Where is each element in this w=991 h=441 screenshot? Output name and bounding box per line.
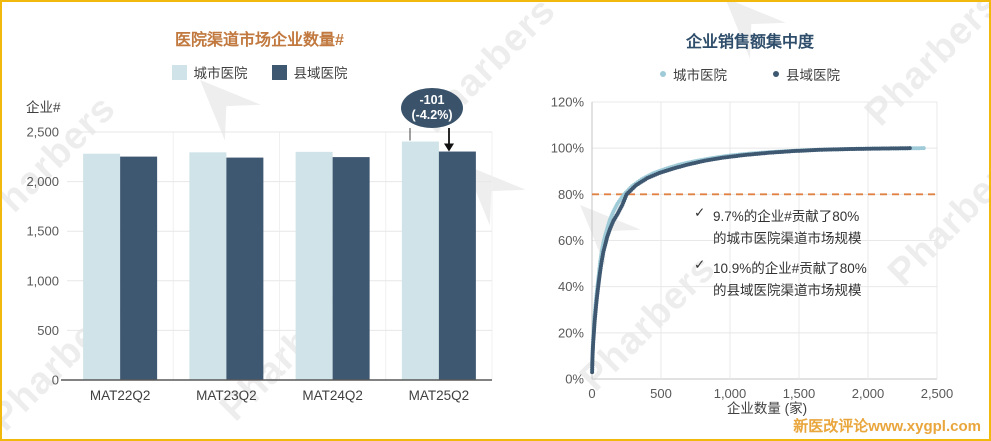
legend-label-city: 城市医院 (673, 68, 727, 83)
x-tick-label: 1,500 (783, 386, 816, 401)
x-tick-label: 2,000 (852, 386, 885, 401)
annotation-bubble: -101 (-4.2%) (401, 88, 463, 128)
y-tick-label: 500 (37, 323, 59, 338)
legend-swatch-city (171, 64, 187, 80)
scatter-x-axis-title: 企业数量 (家) (726, 401, 808, 416)
annotation-city-share: ✓ 9.7%的企业#贡献了80% 的城市医院渠道市场规模 (694, 205, 986, 247)
y-tick-label: 2,500 (26, 125, 59, 140)
annotation-county-share: ✓ 10.9%的企业#贡献了80% 的县域医院渠道市场规模 (694, 257, 986, 299)
annotation-line: 的县域医院渠道市场规模 (713, 283, 862, 298)
x-tick-label: 2,500 (921, 386, 954, 401)
scatter-chart-legend: 城市医院 县域医院 (507, 64, 989, 84)
y-tick-label: 40% (558, 279, 584, 294)
bar-县域医院-MAT25Q2 (438, 151, 476, 380)
bar-chart-y-axis-title: 企业# (26, 100, 61, 115)
y-tick-label: 60% (558, 233, 584, 248)
x-tick-label: MAT24Q2 (302, 388, 363, 403)
x-tick-label: 0 (588, 386, 595, 401)
y-tick-label: 0 (52, 373, 59, 388)
legend-dot-county (773, 71, 779, 77)
decrease-arrow-head (444, 143, 454, 152)
y-tick-label: 1,000 (26, 273, 59, 288)
bar-chart-title: 医院渠道市场企业数量# (175, 32, 344, 49)
legend-item-county: 县域医院 (773, 64, 840, 84)
data-dot (921, 146, 926, 151)
check-icon: ✓ (694, 205, 706, 220)
bar-县域医院-MAT23Q2 (226, 157, 264, 380)
bar-城市医院-MAT25Q2 (401, 141, 439, 380)
bar-城市医院-MAT23Q2 (189, 152, 227, 380)
bar-县域医院-MAT24Q2 (332, 157, 370, 380)
annotation-delta: -101 (419, 93, 445, 107)
y-tick-label: 100% (551, 141, 585, 156)
bar-县域医院-MAT22Q2 (120, 156, 158, 380)
scatter-chart-plot: 0% 20% 40% 60% 80% 100% 120% 0 500 1,000 1,500 2,00… (551, 95, 954, 402)
y-tick-label: 1,500 (26, 224, 59, 239)
x-tick-label: MAT25Q2 (409, 388, 470, 403)
bar-chart-legend: 城市医院 县域医院 (17, 62, 502, 82)
y-tick-label: 80% (558, 187, 584, 202)
bar-chart-plot: 0 500 1,000 1,500 2,000 2,500 MAT22Q2 MAT23Q2 MA… (26, 125, 493, 403)
annotation-pct: (-4.2%) (411, 108, 453, 122)
bar-城市医院-MAT22Q2 (83, 153, 121, 380)
legend-label-county: 县域医院 (293, 66, 348, 81)
x-tick-label: 1,000 (714, 386, 747, 401)
bar-城市医院-MAT24Q2 (295, 151, 333, 380)
x-tick-label: MAT22Q2 (90, 388, 151, 403)
scatter-chart-title: 企业销售额集中度 (685, 34, 814, 51)
legend-item-city: 城市医院 (171, 62, 248, 82)
y-tick-label: 20% (558, 325, 584, 340)
x-tick-label: MAT23Q2 (196, 388, 257, 403)
annotation-line: 的城市医院渠道市场规模 (713, 231, 862, 246)
legend-item-city: 城市医院 (660, 64, 727, 84)
legend-swatch-county (271, 64, 287, 80)
check-icon: ✓ (694, 257, 706, 272)
annotation-line: 9.7%的企业#贡献了80% (713, 209, 860, 224)
y-tick-label: 0% (565, 372, 584, 387)
legend-dot-city (660, 71, 666, 77)
scatter-annotations: ✓ 9.7%的企业#贡献了80% 的城市医院渠道市场规模 ✓ 10.9%的企业#… (694, 205, 986, 309)
y-tick-label: 2,000 (26, 174, 59, 189)
legend-label-county: 县域医院 (786, 68, 840, 83)
legend-label-city: 城市医院 (193, 66, 248, 81)
legend-item-county: 县域医院 (271, 62, 348, 82)
annotation-line: 10.9%的企业#贡献了80% (713, 261, 867, 276)
data-dot (907, 146, 912, 151)
x-tick-label: 500 (650, 386, 672, 401)
source-watermark-text: 新医改评论www.xygpl.com (793, 418, 981, 435)
y-tick-label: 120% (551, 95, 585, 110)
